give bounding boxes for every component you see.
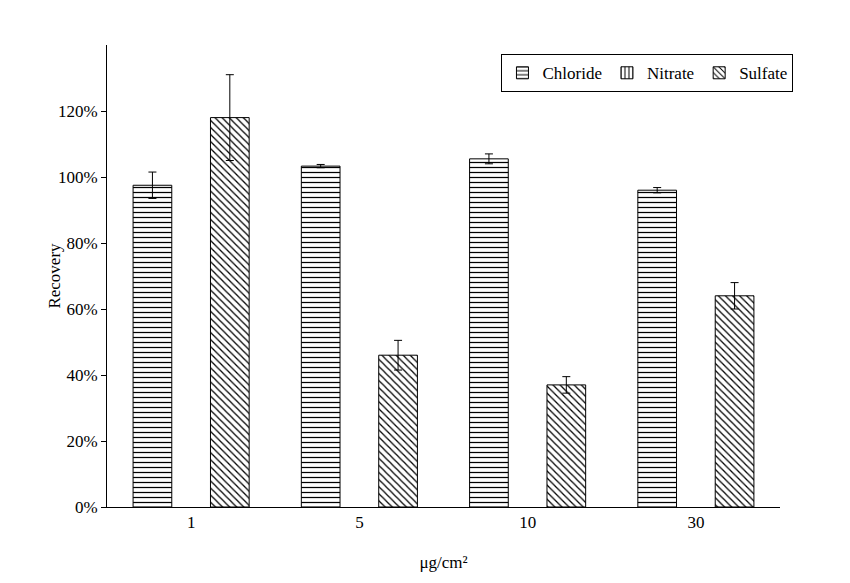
svg-text:100%: 100% [58,168,98,187]
svg-text:0%: 0% [75,498,98,517]
svg-text:60%: 60% [66,300,97,319]
svg-text:80%: 80% [66,234,97,253]
svg-text:μg/cm²: μg/cm² [419,553,467,572]
svg-text:Sulfate: Sulfate [739,64,787,83]
svg-text:40%: 40% [66,366,97,385]
svg-text:30: 30 [687,513,704,532]
svg-text:Nitrate: Nitrate [647,64,694,83]
svg-text:Chloride: Chloride [542,64,602,83]
svg-text:1: 1 [187,513,196,532]
svg-text:20%: 20% [66,432,97,451]
svg-text:5: 5 [355,513,364,532]
svg-text:10: 10 [519,513,536,532]
svg-text:Recovery: Recovery [45,243,64,309]
svg-text:120%: 120% [58,102,98,121]
